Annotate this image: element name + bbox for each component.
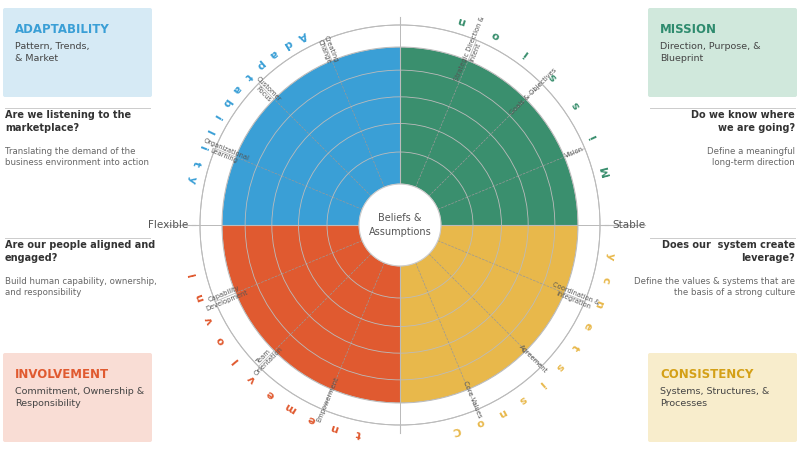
Text: Team
Orientation: Team Orientation	[248, 341, 284, 377]
Text: Vision: Vision	[564, 146, 585, 159]
Text: v: v	[246, 372, 258, 384]
Text: Systems, Structures, &
Processes: Systems, Structures, & Processes	[660, 387, 770, 408]
Text: a: a	[267, 47, 279, 60]
Text: CONSISTENCY: CONSISTENCY	[660, 368, 754, 381]
Text: M: M	[600, 164, 612, 177]
Text: I: I	[187, 271, 198, 277]
Text: y: y	[606, 252, 616, 260]
Text: Flexible: Flexible	[148, 220, 188, 230]
Text: Capability
Development: Capability Development	[202, 283, 249, 312]
Text: Define a meaningful
long-term direction: Define a meaningful long-term direction	[707, 147, 795, 167]
Text: a: a	[230, 83, 242, 95]
Text: o: o	[215, 335, 227, 346]
Text: Translating the demand of the
business environment into action: Translating the demand of the business e…	[5, 147, 149, 167]
Text: Creating
Change: Creating Change	[316, 35, 339, 66]
Text: Direction, Purpose, &
Blueprint: Direction, Purpose, & Blueprint	[660, 42, 761, 63]
FancyBboxPatch shape	[3, 8, 152, 97]
Wedge shape	[400, 47, 578, 225]
Text: d: d	[282, 38, 294, 50]
Text: i: i	[588, 133, 599, 140]
Text: i: i	[211, 112, 222, 121]
Wedge shape	[222, 47, 400, 225]
Wedge shape	[200, 25, 600, 425]
Text: s: s	[547, 71, 559, 83]
Text: t: t	[242, 71, 253, 81]
Text: Stable: Stable	[612, 220, 645, 230]
Text: Empowerment: Empowerment	[315, 376, 340, 423]
Text: n: n	[330, 422, 340, 434]
Text: Strategic Direction &
Intent: Strategic Direction & Intent	[453, 16, 492, 85]
Text: ADAPTABILITY: ADAPTABILITY	[15, 23, 110, 36]
Text: b: b	[220, 96, 232, 108]
Text: i: i	[538, 378, 547, 389]
Text: s: s	[518, 393, 529, 405]
Text: Core Values: Core Values	[462, 380, 482, 419]
Text: l: l	[203, 128, 214, 135]
Text: e: e	[582, 320, 594, 331]
Text: Beliefs &
Assumptions: Beliefs & Assumptions	[369, 213, 431, 237]
Text: Are our people aligned and
engaged?: Are our people aligned and engaged?	[5, 240, 155, 263]
Text: n: n	[592, 298, 604, 309]
FancyBboxPatch shape	[3, 353, 152, 442]
Wedge shape	[222, 225, 400, 403]
Text: Pattern, Trends,
& Market: Pattern, Trends, & Market	[15, 42, 90, 63]
Text: Commitment, Ownership &
Responsibility: Commitment, Ownership & Responsibility	[15, 387, 144, 408]
Text: p: p	[254, 58, 266, 71]
Text: s: s	[570, 99, 582, 111]
Text: t: t	[569, 342, 580, 352]
Text: Build human capability, ownership,
and responsibility: Build human capability, ownership, and r…	[5, 277, 157, 297]
Text: Do we know where
we are going?: Do we know where we are going?	[691, 110, 795, 133]
Text: i: i	[197, 144, 207, 151]
Text: n: n	[457, 15, 467, 27]
Text: i: i	[522, 48, 530, 58]
FancyBboxPatch shape	[648, 8, 797, 97]
Text: t: t	[190, 159, 202, 167]
Text: Are we listening to the
marketplace?: Are we listening to the marketplace?	[5, 110, 131, 133]
Text: y: y	[186, 175, 198, 184]
Text: Coordination &
Integration: Coordination & Integration	[549, 282, 600, 313]
Circle shape	[359, 184, 441, 266]
Text: Organizational
Learning: Organizational Learning	[200, 137, 250, 168]
Text: n: n	[496, 406, 508, 419]
Text: m: m	[283, 400, 298, 415]
Text: n: n	[194, 292, 206, 302]
Text: l: l	[230, 356, 241, 365]
Text: o: o	[474, 417, 485, 428]
Text: Customer
Focus: Customer Focus	[250, 75, 282, 108]
Text: s: s	[554, 360, 566, 372]
Text: o: o	[490, 28, 501, 40]
Text: e: e	[265, 388, 277, 400]
Text: A: A	[296, 29, 309, 42]
Text: Agreement: Agreement	[518, 343, 549, 374]
Text: MISSION: MISSION	[660, 23, 717, 36]
Text: Does our  system create
leverage?: Does our system create leverage?	[662, 240, 795, 263]
Text: INVOLVEMENT: INVOLVEMENT	[15, 368, 109, 381]
FancyBboxPatch shape	[648, 353, 797, 442]
Text: e: e	[306, 413, 318, 425]
Text: v: v	[203, 314, 215, 325]
Text: t: t	[355, 428, 362, 439]
Text: c: c	[600, 275, 611, 284]
Text: C: C	[451, 424, 462, 436]
Wedge shape	[400, 225, 578, 403]
Text: Goals & Objectives: Goals & Objectives	[509, 67, 558, 116]
Text: Define the values & systems that are
the basis of a strong culture: Define the values & systems that are the…	[634, 277, 795, 297]
